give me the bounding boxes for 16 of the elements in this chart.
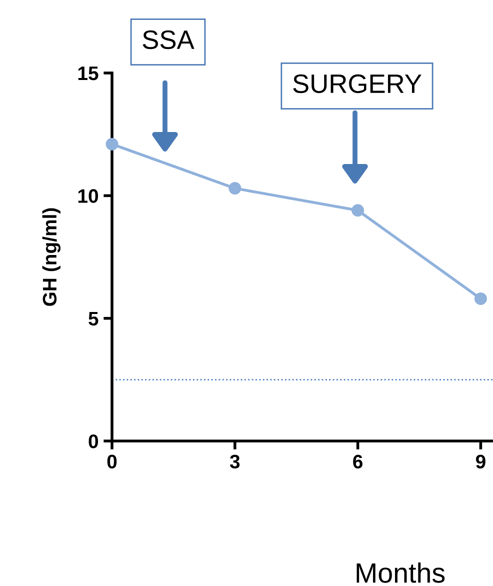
x-axis-title: Months xyxy=(356,562,445,583)
point xyxy=(474,292,487,305)
point xyxy=(106,138,118,150)
point xyxy=(352,204,364,217)
annotation: SURGERY xyxy=(293,74,422,94)
y-tick-label: 5 xyxy=(88,312,98,326)
x-tick-label: 9 xyxy=(476,454,486,468)
y-tick-label: 10 xyxy=(78,189,98,203)
x-tick-label: 0 xyxy=(107,454,117,468)
text: SSA xyxy=(142,30,194,50)
x-tick-label: 6 xyxy=(353,454,363,468)
y-tick-label: 15 xyxy=(78,66,98,80)
y-tick-label: 0 xyxy=(88,434,98,448)
x-tick-label: 3 xyxy=(230,454,240,469)
y-axis-title: GH (ng/ml) xyxy=(42,208,61,306)
point xyxy=(228,182,242,195)
